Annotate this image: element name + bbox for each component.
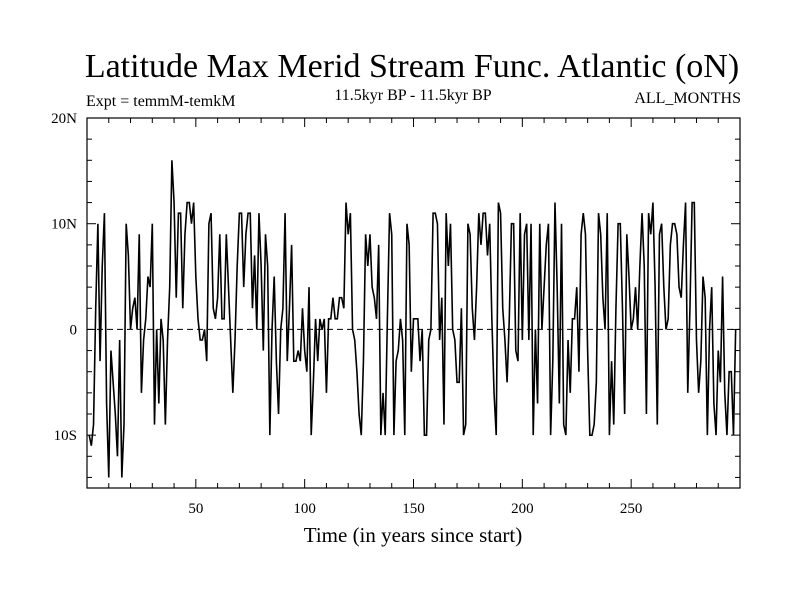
y-tick-label: 0 <box>70 322 78 338</box>
axis-ticks <box>87 118 740 488</box>
series-line-0 <box>88 160 737 478</box>
x-tick-label: 250 <box>620 501 643 517</box>
y-tick-label: 10S <box>54 428 77 444</box>
experiment-label: Expt = temmM-temkM <box>86 93 235 110</box>
x-tick-label: 100 <box>293 501 316 517</box>
period-label: 11.5kyr BP - 11.5kyr BP <box>334 87 491 104</box>
plot-area <box>86 117 741 489</box>
x-tick-label: 150 <box>402 501 425 517</box>
y-tick-label: 20N <box>51 111 77 127</box>
chart-title: Latitude Max Merid Stream Func. Atlantic… <box>85 48 739 85</box>
x-tick-label: 50 <box>188 501 203 517</box>
plot-frame <box>86 117 741 489</box>
x-tick-label: 200 <box>511 501 534 517</box>
x-axis-label: Time (in years since start) <box>304 523 523 547</box>
y-tick-label: 10N <box>51 217 77 233</box>
months-label: ALL_MONTHS <box>634 90 741 107</box>
tick-labels: 50 100 150 200 250 20N 10N 0 10S <box>51 111 642 517</box>
